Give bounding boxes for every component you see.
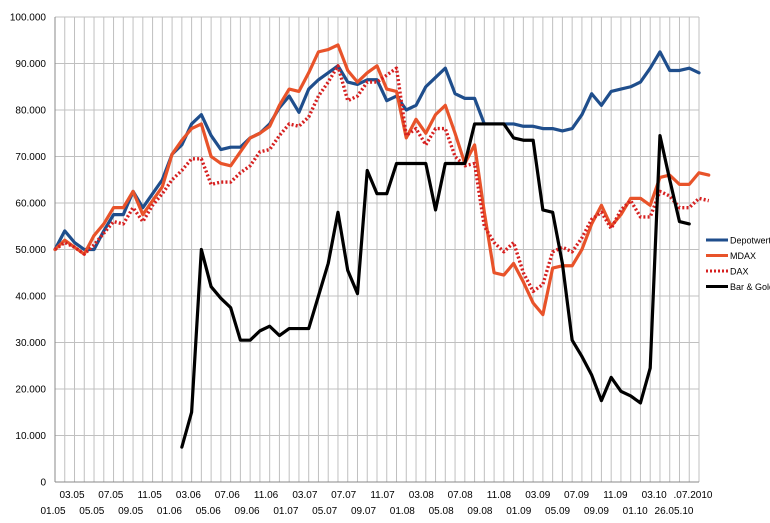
legend-label: Bar & Gold bbox=[730, 282, 770, 292]
y-tick-label: 60.000 bbox=[15, 199, 46, 210]
x-tick-label-upper: 07.09 bbox=[564, 490, 589, 501]
y-tick-label: 100.000 bbox=[10, 13, 47, 24]
x-tick-label-lower: 05.05 bbox=[79, 506, 104, 517]
x-tick-label-lower: 05.06 bbox=[196, 506, 221, 517]
x-tick-label-lower: 01.10 bbox=[623, 506, 648, 517]
x-tick-label-upper: 11.09 bbox=[603, 490, 628, 501]
x-tick-label-upper: 03.06 bbox=[176, 490, 201, 501]
x-tick-label-lower: 01.06 bbox=[157, 506, 182, 517]
y-tick-label: 80.000 bbox=[15, 106, 46, 117]
x-tick-label-upper: 11.07 bbox=[370, 490, 395, 501]
x-tick-label-lower: 26.05.10 bbox=[655, 506, 694, 517]
y-tick-label: 40.000 bbox=[15, 292, 46, 303]
series-dax bbox=[54, 64, 710, 294]
x-tick-label-upper: 03.07 bbox=[292, 490, 317, 501]
series-line bbox=[53, 50, 701, 252]
series-bar-gold bbox=[180, 122, 691, 449]
y-tick-label: 90.000 bbox=[15, 59, 46, 70]
y-axis-ticks: 0 10.000 20.000 30.000 40.000 50.000 60.000 70.… bbox=[10, 13, 47, 489]
x-tick-label-lower: 09.08 bbox=[467, 506, 492, 517]
x-tick-label-lower: 05.08 bbox=[429, 506, 454, 517]
x-tick-label-lower: 01.08 bbox=[390, 506, 415, 517]
x-tick-label-upper: .07.2010 bbox=[674, 490, 713, 501]
x-tick-label-lower: 09.07 bbox=[351, 506, 376, 517]
x-tick-label-lower: 05.07 bbox=[312, 506, 337, 517]
legend: Depotwert MDAX DAX Bar & Gold bbox=[706, 236, 770, 292]
x-tick-label-upper: 07.06 bbox=[215, 490, 240, 501]
x-tick-label-lower: 05.09 bbox=[545, 506, 570, 517]
grid bbox=[54, 16, 700, 483]
x-tick-label-upper: 11.05 bbox=[137, 490, 162, 501]
x-tick-label-upper: 07.07 bbox=[331, 490, 356, 501]
legend-label: MDAX bbox=[730, 251, 756, 261]
series-group bbox=[53, 43, 711, 449]
x-tick-label-upper: 07.08 bbox=[448, 490, 473, 501]
x-tick-label-upper: 03.10 bbox=[642, 490, 667, 501]
legend-label: DAX bbox=[730, 267, 749, 277]
x-tick-label-lower: 01.05 bbox=[40, 506, 65, 517]
series-line bbox=[54, 64, 710, 294]
y-tick-label: 10.000 bbox=[15, 431, 46, 442]
x-tick-label-upper: 03.05 bbox=[59, 490, 84, 501]
x-tick-label-lower: 09.09 bbox=[584, 506, 609, 517]
x-tick-label-upper: 03.09 bbox=[525, 490, 550, 501]
x-tick-label-upper: 03.08 bbox=[409, 490, 434, 501]
series-depotwert bbox=[53, 50, 701, 252]
y-tick-label: 0 bbox=[40, 478, 46, 489]
x-tick-label-lower: 09.05 bbox=[118, 506, 143, 517]
x-tick-label-upper: 07.05 bbox=[98, 490, 123, 501]
x-tick-label-upper: 11.06 bbox=[254, 490, 279, 501]
y-tick-label: 50.000 bbox=[15, 245, 46, 256]
x-axis-ticks: 03.05 07.05 11.05 03.06 07.06 11.06 03.07 07.07… bbox=[40, 490, 712, 517]
legend-label: Depotwert bbox=[730, 236, 770, 246]
series-line bbox=[180, 122, 691, 449]
x-tick-label-lower: 09.06 bbox=[235, 506, 260, 517]
x-tick-label-lower: 01.07 bbox=[273, 506, 298, 517]
x-tick-label-upper: 11.08 bbox=[487, 490, 512, 501]
y-tick-label: 30.000 bbox=[15, 338, 46, 349]
x-tick-label-lower: 01.09 bbox=[506, 506, 531, 517]
y-tick-label: 20.000 bbox=[15, 385, 46, 396]
y-tick-label: 70.000 bbox=[15, 152, 46, 163]
